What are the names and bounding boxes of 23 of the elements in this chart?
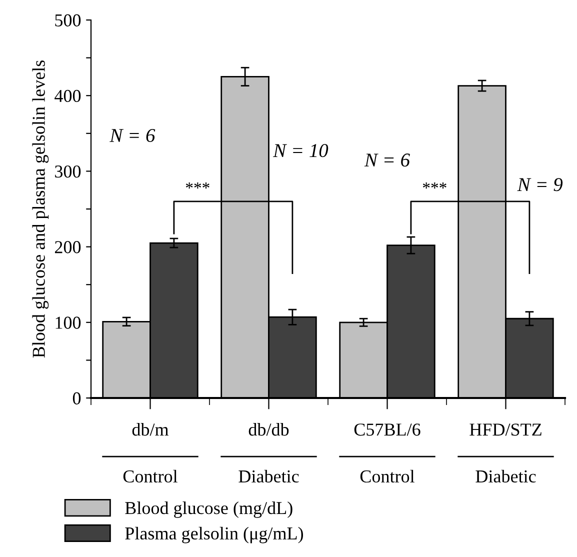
x-tick-label: C57BL/6 [354,424,420,436]
y-axis-title: Blood glucose and plasma gelsolin levels [32,60,49,358]
text: Diabetic [476,470,536,483]
y-tick-label: 300 [55,165,81,178]
x-tick-label: db/db [248,423,289,436]
y-tick-label: 500 [55,14,81,26]
annotation: N = 9 [517,178,563,192]
text: Diabetic [238,470,299,483]
legend-label: Blood glucose (mg/dL) [125,501,292,518]
y-tick-label: 200 [54,241,81,254]
annotation: N = 10 [272,144,328,158]
text: Control [123,470,178,483]
y-tick-label: 100 [56,316,81,329]
annotation: N = 6 [364,154,410,167]
text: Control [360,470,414,483]
x-tick-label: db/m [132,423,169,436]
y-tick-label: 0 [72,392,81,404]
y-tick-label: 400 [54,90,81,102]
annotation: N = 6 [110,128,156,142]
annotation: *** [422,182,446,189]
annotation: *** [186,182,210,189]
legend-label: Plasma gelsolin (μg/mL) [125,526,304,544]
x-tick-label: HFD/STZ [470,424,542,436]
